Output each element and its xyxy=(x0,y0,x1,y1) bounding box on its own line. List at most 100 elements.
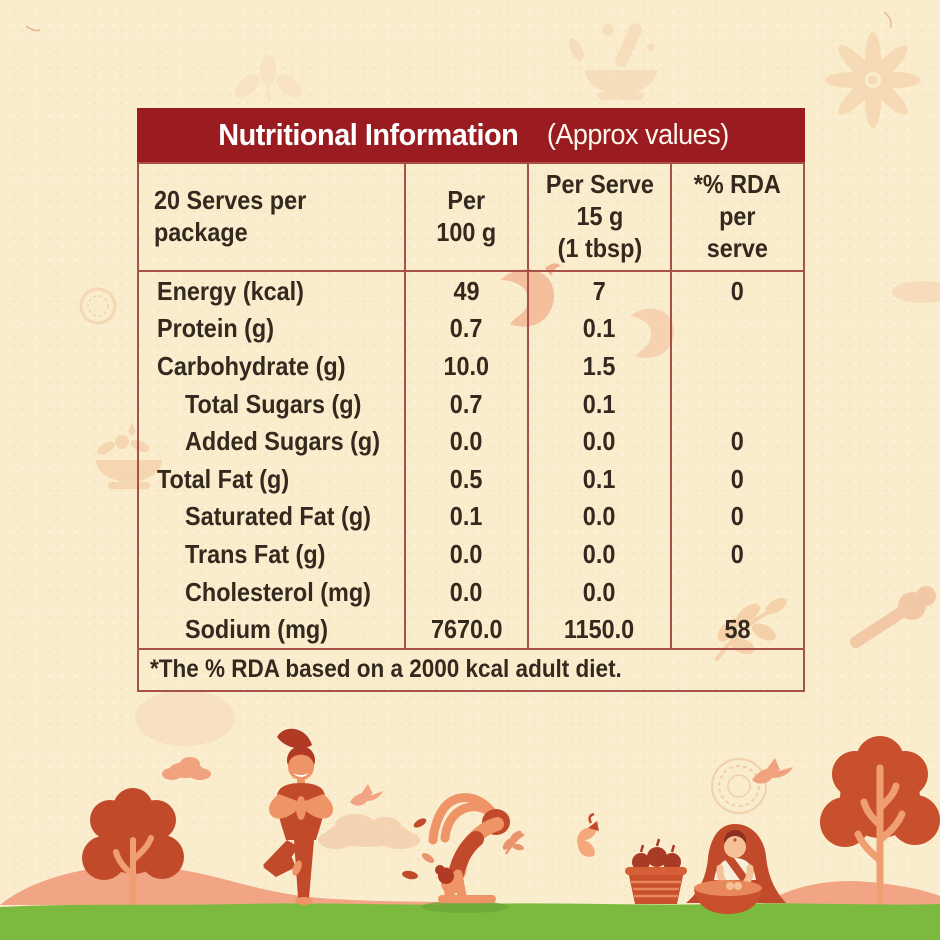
table-title-approx: (Approx values) xyxy=(546,118,729,151)
nutrient-name: Trans Fat (g) xyxy=(136,535,407,573)
value-rda-per-serve: 0 xyxy=(670,497,805,536)
value-per-serve-text: 0.1 xyxy=(583,313,616,344)
nutrient-row: Trans Fat (g) 0.0 0.0 0 xyxy=(136,535,805,573)
nutrient-name: Energy (kcal) xyxy=(136,271,407,310)
hill-right xyxy=(762,880,940,905)
value-rda-per-serve-text: 58 xyxy=(724,614,751,645)
nutrient-name: Saturated Fat (g) xyxy=(136,497,407,536)
column-header-serves: 20 Serves per package xyxy=(136,162,407,272)
value-per-serve: 0.0 xyxy=(526,572,673,611)
column-header-line: 15 g xyxy=(576,201,623,232)
bottom-illustration-scene xyxy=(0,690,940,940)
nutrition-table: Nutritional Information (Approx values) … xyxy=(136,108,805,692)
value-per-100g-text: 0.1 xyxy=(450,501,483,532)
value-rda-per-serve: 58 xyxy=(670,610,805,649)
column-header-per-100g: Per 100 g xyxy=(404,162,529,272)
cloud-icon xyxy=(135,690,235,746)
basket-illustration xyxy=(625,838,687,904)
nutrient-row: Saturated Fat (g) 0.1 0.0 0 xyxy=(136,497,805,536)
value-rda-per-serve-text: 0 xyxy=(731,275,745,306)
column-header-line: package xyxy=(154,217,248,247)
value-per-serve: 0.0 xyxy=(526,422,673,460)
column-header-line: per xyxy=(719,201,756,232)
value-per-100g: 49 xyxy=(404,271,529,310)
nutrient-row: Cholesterol (mg) 0.0 0.0 xyxy=(136,572,805,611)
value-per-serve-text: 0.0 xyxy=(583,538,616,569)
nutrient-row: Protein (g) 0.7 0.1 xyxy=(136,309,805,348)
value-per-serve-text: 1150.0 xyxy=(564,614,635,645)
mortar-pestle-watermark-icon xyxy=(569,23,657,100)
value-rda-per-serve-text: 0 xyxy=(731,463,745,494)
value-per-serve: 0.0 xyxy=(526,497,673,536)
nutrient-name-text: Carbohydrate (g) xyxy=(157,350,346,381)
value-per-serve: 0.0 xyxy=(526,535,673,573)
value-per-serve-text: 0.1 xyxy=(583,463,616,494)
value-per-100g: 0.7 xyxy=(404,384,529,423)
value-per-serve: 1150.0 xyxy=(526,610,673,649)
value-rda-per-serve: 0 xyxy=(670,422,805,460)
value-rda-per-serve xyxy=(670,309,805,348)
value-per-100g: 0.0 xyxy=(404,572,529,611)
value-per-100g-text: 0.7 xyxy=(450,313,483,344)
nutrient-row: Added Sugars (g) 0.0 0.0 0 xyxy=(136,422,805,460)
value-per-100g: 7670.0 xyxy=(404,610,529,649)
cloud-watermark-icon xyxy=(892,281,940,303)
column-header-line: Per Serve xyxy=(545,169,654,200)
nutrient-name: Carbohydrate (g) xyxy=(136,347,407,385)
column-header-line: Per xyxy=(447,185,486,216)
value-rda-per-serve-text: 0 xyxy=(731,501,745,532)
value-per-100g: 0.5 xyxy=(404,459,529,498)
value-per-serve: 7 xyxy=(526,271,673,310)
nutrient-name: Added Sugars (g) xyxy=(136,422,407,460)
footnote-row: *The % RDA based on a 2000 kcal adult di… xyxy=(137,647,805,692)
nutrient-name-text: Sodium (mg) xyxy=(185,614,328,645)
scratch-mark xyxy=(883,11,892,29)
value-rda-per-serve xyxy=(670,347,805,385)
tree-icon xyxy=(820,736,940,907)
nutrient-name: Total Fat (g) xyxy=(136,459,407,498)
value-per-serve-text: 0.0 xyxy=(583,576,616,607)
nutrient-name: Protein (g) xyxy=(136,309,407,348)
nutrient-name-text: Energy (kcal) xyxy=(157,275,304,306)
value-rda-per-serve-text: 0 xyxy=(731,426,745,457)
nutrient-name-text: Trans Fat (g) xyxy=(185,538,326,569)
mandala-watermark-icon xyxy=(711,758,767,814)
rda-footnote: *The % RDA based on a 2000 kcal adult di… xyxy=(137,647,805,692)
value-per-100g: 0.7 xyxy=(404,309,529,348)
value-per-100g-text: 7670.0 xyxy=(430,614,503,645)
nutrient-name-text: Added Sugars (g) xyxy=(185,426,381,457)
value-per-100g-text: 0.0 xyxy=(450,538,483,569)
nutrition-values-table: 20 Serves per package Per 100 g Per Serve 15 … xyxy=(136,162,805,692)
value-per-100g-text: 10.0 xyxy=(443,350,490,381)
nutrient-name-text: Total Fat (g) xyxy=(157,463,290,494)
nutrient-row: Sodium (mg) 7670.0 1150.0 58 xyxy=(136,610,805,649)
value-per-100g: 10.0 xyxy=(404,347,529,385)
value-per-100g-text: 0.0 xyxy=(450,426,483,457)
scratch-mark xyxy=(25,25,41,32)
value-per-serve-text: 0.0 xyxy=(583,501,616,532)
rda-footnote-text: *The % RDA based on a 2000 kcal adult di… xyxy=(150,655,622,684)
column-header-line: serve xyxy=(707,232,769,263)
nutrient-row: Energy (kcal) 49 7 0 xyxy=(136,271,805,310)
value-per-serve: 0.1 xyxy=(526,459,673,498)
nutrient-row: Total Fat (g) 0.5 0.1 0 xyxy=(136,459,805,498)
nutrient-row: Carbohydrate (g) 10.0 1.5 xyxy=(136,347,805,385)
table-title-band: Nutritional Information (Approx values) xyxy=(137,108,805,162)
nutrient-row: Total Sugars (g) 0.7 0.1 xyxy=(136,384,805,423)
yoga-tree-pose-illustration xyxy=(263,728,334,905)
chili-icon xyxy=(577,812,599,857)
value-per-serve: 0.1 xyxy=(526,384,673,423)
cloud-icon xyxy=(162,757,211,780)
value-per-100g-text: 0.0 xyxy=(450,576,483,607)
column-header-line: *% RDA xyxy=(694,169,782,200)
star-anise-watermark-icon xyxy=(825,32,921,128)
scorpion-pose-illustration xyxy=(421,793,510,913)
nutrient-name-text: Cholesterol (mg) xyxy=(185,576,371,607)
column-header-line: (1 tbsp) xyxy=(557,232,642,263)
value-per-100g: 0.0 xyxy=(404,422,529,460)
column-header-line: 20 Serves per xyxy=(154,185,307,216)
grass-strip xyxy=(0,903,940,940)
woman-grinding-illustration xyxy=(686,824,786,914)
value-per-100g: 0.0 xyxy=(404,535,529,573)
